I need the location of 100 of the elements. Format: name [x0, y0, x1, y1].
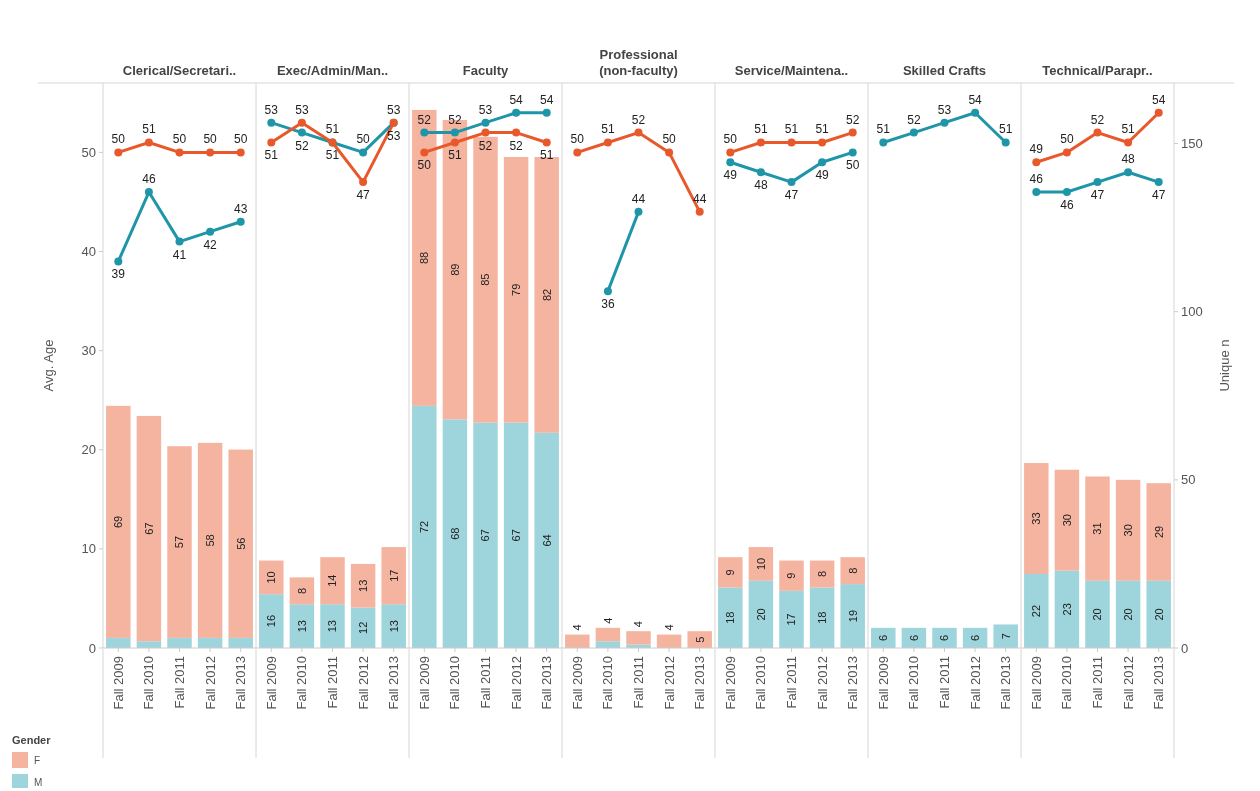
data-label: 51 — [601, 122, 615, 137]
data-label: 5 — [693, 636, 706, 643]
data-label: 54 — [1152, 92, 1166, 107]
data-label: 50 — [111, 132, 126, 147]
data-label: 52 — [448, 112, 462, 127]
data-label: 52 — [417, 112, 432, 127]
y-tick-label: 50 — [81, 144, 96, 160]
data-label: 50 — [570, 132, 585, 147]
data-label: 46 — [1029, 172, 1044, 187]
data-label: 79 — [509, 283, 522, 296]
data-label: 47 — [784, 188, 799, 203]
data-label: 51 — [1121, 122, 1136, 137]
data-label: 42 — [203, 237, 218, 252]
x-tick-label: Fall 2012 — [355, 656, 371, 710]
x-tick-label: Fall 2012 — [1120, 656, 1136, 710]
data-label: 33 — [1030, 512, 1043, 525]
x-tick-label: Fall 2010 — [1059, 656, 1075, 710]
data-label: 89 — [448, 263, 461, 276]
data-label: 48 — [754, 178, 768, 193]
data-label: 85 — [479, 273, 492, 286]
x-tick-label: Fall 2010 — [600, 656, 616, 710]
data-label: 7 — [999, 633, 1012, 640]
y-tick-label: 40 — [81, 244, 96, 260]
data-label: 51 — [264, 148, 279, 163]
x-tick-label: Fall 2011 — [631, 656, 647, 709]
data-label: 20 — [754, 608, 767, 621]
data-label: 50 — [417, 158, 432, 173]
x-tick-label: Fall 2010 — [753, 656, 769, 710]
data-label: 51 — [325, 122, 340, 137]
x-tick-label: Fall 2011 — [1090, 656, 1106, 709]
x-tick-label: Fall 2010 — [906, 656, 922, 710]
data-label: 22 — [1030, 604, 1043, 618]
x-tick-label: Fall 2009 — [110, 656, 126, 710]
x-tick-label: Fall 2009 — [569, 656, 585, 710]
x-tick-label: Fall 2012 — [967, 656, 983, 710]
data-label: 6 — [907, 634, 920, 641]
data-label: 23 — [1060, 603, 1073, 616]
text: Clerical/Secretari.. — [122, 63, 237, 78]
data-label: 88 — [418, 251, 431, 265]
data-label: 30 — [1121, 524, 1134, 537]
x-tick-label: Fall 2013 — [233, 656, 249, 710]
data-label: 13 — [295, 620, 308, 633]
data-label: 50 — [234, 132, 248, 147]
data-label: 51 — [999, 122, 1013, 137]
data-label: 46 — [1060, 198, 1074, 213]
data-label: 50 — [172, 132, 187, 147]
x-tick-label: Fall 2011 — [172, 656, 188, 709]
data-label: 4 — [662, 624, 675, 631]
data-label: 17 — [387, 569, 400, 582]
data-label: 8 — [846, 567, 859, 574]
data-label: 52 — [907, 112, 921, 127]
x-tick-label: Fall 2013 — [1151, 656, 1167, 710]
data-label: 56 — [234, 537, 247, 550]
data-label: 51 — [142, 122, 156, 137]
x-tick-label: Fall 2013 — [845, 656, 861, 710]
data-label: 43 — [234, 201, 248, 216]
legend-label: F — [34, 754, 41, 766]
data-label: 9 — [785, 572, 798, 579]
y-tick-label: 0 — [88, 640, 96, 656]
data-label: 20 — [1121, 608, 1134, 621]
data-label: 54 — [540, 92, 554, 107]
data-label: 50 — [356, 132, 371, 147]
data-label: 48 — [1121, 152, 1136, 167]
data-label: 36 — [601, 297, 615, 312]
data-label: 51 — [876, 122, 891, 137]
y-axis-title: Avg. Age — [41, 339, 56, 392]
data-label: 72 — [418, 520, 431, 534]
data-label: 14 — [326, 574, 339, 587]
data-label: 64 — [540, 534, 553, 547]
text: Technical/Parapr.. — [1042, 63, 1153, 78]
data-label: 8 — [295, 587, 308, 594]
y-tick-label: 20 — [81, 442, 96, 458]
data-label: 57 — [173, 535, 186, 549]
x-tick-label: Fall 2009 — [416, 656, 432, 710]
text: Professional (non-faculty) — [599, 47, 678, 78]
data-label: 51 — [448, 148, 462, 163]
data-label: 51 — [815, 122, 830, 137]
data-label: 52 — [1090, 112, 1105, 127]
data-label: 51 — [325, 148, 340, 163]
data-label: 49 — [723, 168, 738, 183]
data-label: 52 — [509, 138, 524, 153]
data-label: 53 — [264, 102, 279, 117]
data-label: 54 — [509, 92, 524, 107]
data-label: 54 — [968, 92, 983, 107]
data-label: 44 — [631, 191, 646, 206]
data-label: 29 — [1152, 525, 1165, 539]
x-tick-label: Fall 2009 — [263, 656, 279, 710]
x-tick-label: Fall 2013 — [386, 656, 402, 710]
data-label: 12 — [356, 621, 369, 634]
data-label: 6 — [938, 634, 951, 641]
x-tick-label: Fall 2012 — [508, 656, 524, 710]
data-label: 13 — [387, 620, 400, 633]
y-tick-label: 10 — [81, 541, 96, 557]
data-label: 8 — [815, 570, 828, 578]
x-tick-label: Fall 2009 — [722, 656, 738, 710]
x-tick-label: Fall 2010 — [141, 656, 157, 710]
text: Faculty — [462, 63, 510, 78]
y2-tick-label: 150 — [1181, 136, 1203, 152]
data-label: 52 — [631, 112, 646, 127]
text: Service/Maintena.. — [734, 63, 849, 78]
